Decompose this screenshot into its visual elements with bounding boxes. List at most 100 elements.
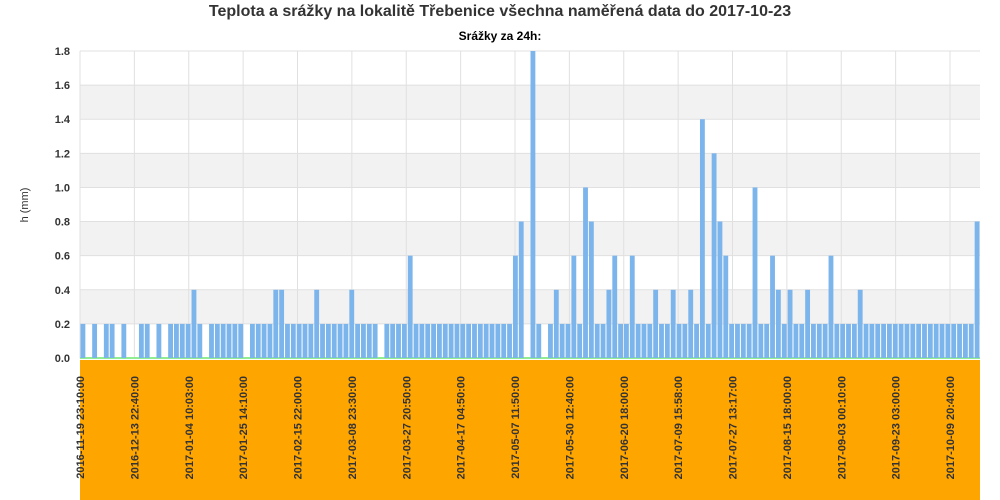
bar (571, 255, 577, 358)
bar (629, 255, 635, 358)
bar (875, 323, 881, 358)
bar (337, 323, 343, 358)
bar (472, 323, 477, 358)
bar (273, 289, 279, 358)
bar (501, 323, 507, 358)
y-tick-label: 0.0 (55, 353, 70, 365)
bar (735, 323, 740, 358)
bar (349, 289, 355, 358)
bar (267, 323, 273, 358)
bar (962, 323, 968, 358)
grid-bands (80, 85, 980, 324)
bar (816, 323, 822, 358)
bar (916, 323, 922, 358)
bar (904, 323, 910, 358)
bar (828, 255, 834, 358)
x-tick-label: 2017-03-27 20:50:00 (401, 376, 413, 479)
bar (249, 323, 255, 358)
bar (512, 255, 518, 358)
bar (109, 323, 115, 358)
bar (518, 221, 524, 358)
bar (822, 323, 828, 358)
bar (717, 221, 723, 358)
bar (834, 323, 840, 358)
x-tick-label: 2017-05-30 12:40:00 (564, 376, 576, 479)
bar (957, 323, 962, 358)
bar (588, 221, 594, 358)
bar (390, 323, 396, 358)
y-tick-label: 1.6 (55, 80, 70, 92)
y-tick-label: 1.8 (55, 46, 70, 58)
bar (308, 323, 314, 358)
bar (892, 323, 898, 358)
bar (232, 323, 238, 358)
bar (477, 323, 483, 358)
x-tick-label: 2017-08-15 18:00:00 (782, 376, 794, 479)
bar (974, 221, 980, 358)
bar (705, 323, 711, 358)
x-tick-label: 2017-05-07 11:50:00 (510, 376, 522, 479)
x-axis-ticks: 2016-11-19 23:10:00 2016-12-13 22:40:00 20… (75, 376, 957, 479)
bar (168, 323, 174, 358)
bar (606, 289, 612, 358)
y-tick-label: 0.2 (55, 319, 70, 331)
bar (419, 323, 425, 358)
bar (483, 323, 489, 358)
x-tick-label: 2017-09-23 03:00:00 (891, 376, 903, 479)
bar (361, 323, 366, 358)
y-tick-label: 0.8 (55, 217, 70, 229)
bar (881, 323, 886, 358)
bar (436, 323, 442, 358)
bar (290, 323, 296, 358)
x-tick-label: 2016-12-13 22:40:00 (129, 376, 141, 479)
bar (729, 323, 735, 358)
chart-title: Teplota a srážky na lokalitě Třebenice v… (208, 3, 792, 20)
bar (968, 323, 974, 358)
x-tick-label: 2017-01-25 14:10:00 (238, 376, 250, 479)
bar (559, 323, 565, 358)
bar (197, 323, 203, 358)
bar (653, 289, 659, 358)
bar (711, 153, 717, 358)
bar (781, 323, 787, 358)
bar (799, 323, 805, 358)
grid-band (80, 85, 980, 120)
bar (442, 323, 448, 358)
bar (565, 323, 571, 358)
bar (285, 323, 290, 358)
bar (331, 323, 337, 358)
x-tick-label: 2017-10-09 20:40:00 (945, 376, 957, 479)
bar (846, 323, 851, 358)
bar (910, 323, 916, 358)
grid-band (80, 221, 980, 256)
bar (922, 323, 927, 358)
bar (325, 323, 331, 358)
bar (121, 323, 127, 358)
bar (238, 323, 244, 358)
bar (612, 255, 618, 358)
bar (682, 323, 688, 358)
bar (886, 323, 892, 358)
y-tick-label: 1.4 (55, 114, 71, 126)
bar (775, 289, 781, 358)
bar (279, 289, 285, 358)
bar (144, 323, 150, 358)
x-axis-band (80, 360, 980, 500)
bar (495, 323, 501, 358)
x-tick-label: 2017-09-03 00:10:00 (836, 376, 848, 479)
bar (641, 323, 647, 358)
bar (384, 323, 390, 358)
bar (664, 323, 670, 358)
y-axis-label: h (mm) (19, 188, 31, 223)
bar (723, 255, 729, 358)
x-tick-label: 2017-04-17 04:50:00 (456, 376, 468, 479)
grid-band (80, 153, 980, 188)
bar (396, 323, 401, 358)
x-tick-label: 2017-03-08 23:30:00 (347, 376, 359, 479)
bar (863, 323, 869, 358)
y-axis-ticks: 0.0 0.2 0.4 0.6 0.8 1.0 1.2 1.4 1.6 1.8 (55, 46, 71, 365)
bar (618, 323, 624, 358)
bar (548, 323, 553, 358)
bar (425, 323, 431, 358)
bar (174, 323, 179, 358)
